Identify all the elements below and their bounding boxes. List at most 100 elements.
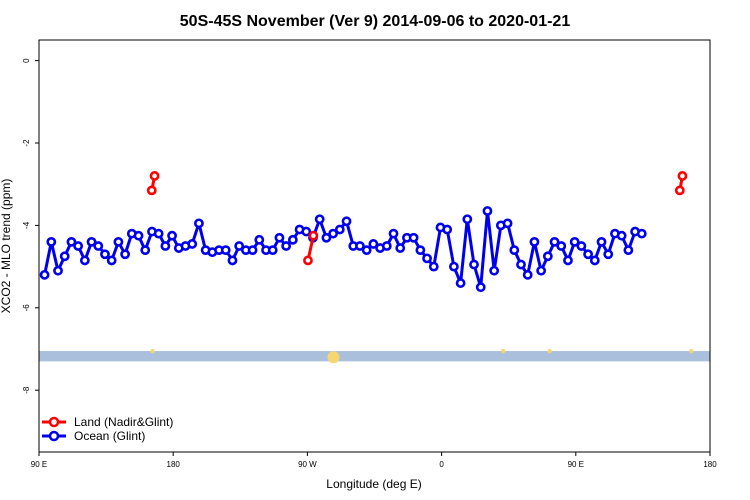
data-point xyxy=(167,230,177,241)
band-marker xyxy=(547,349,552,354)
data-point xyxy=(314,214,325,225)
legend-marker-ocean xyxy=(48,430,60,442)
data-point xyxy=(455,278,466,288)
data-point xyxy=(428,261,439,272)
data-point xyxy=(153,228,164,239)
data-point xyxy=(301,226,312,237)
data-point xyxy=(395,243,406,253)
data-point xyxy=(287,234,298,245)
data-point xyxy=(93,241,104,251)
data-point xyxy=(234,241,245,251)
data-point xyxy=(120,249,131,260)
data-point xyxy=(59,251,70,262)
series-ocean-glint xyxy=(39,206,647,293)
data-point xyxy=(321,232,332,243)
data-point xyxy=(281,241,292,251)
y-axis: 0 -2 -4 -6 -8 xyxy=(22,58,39,394)
data-point xyxy=(368,239,379,249)
data-point xyxy=(140,245,151,256)
legend-marker-land xyxy=(48,416,60,428)
data-point xyxy=(388,228,399,239)
x-tick-label: 180 xyxy=(167,460,181,469)
data-point xyxy=(194,218,204,229)
band-marker xyxy=(500,349,506,354)
y-axis-label: XCO2 - MLO trend (ppm) xyxy=(0,179,13,314)
data-point xyxy=(106,255,117,266)
data-point xyxy=(73,241,84,251)
x-axis-label: Longitude (deg E) xyxy=(326,477,421,491)
x-tick-label: 90 E xyxy=(31,460,47,469)
x-tick-label: 180 xyxy=(703,460,717,469)
legend-label-ocean: Ocean (Glint) xyxy=(74,429,145,443)
series-land-nadir-glint xyxy=(146,171,688,266)
data-point xyxy=(187,239,198,249)
y-tick-label: 0 xyxy=(22,58,31,63)
data-point xyxy=(516,259,526,270)
data-point xyxy=(66,236,77,247)
data-point xyxy=(536,265,547,276)
data-point xyxy=(53,265,63,276)
data-point xyxy=(86,236,97,247)
series-layer xyxy=(39,171,688,293)
data-point xyxy=(569,236,580,247)
data-point xyxy=(334,224,345,235)
band-marker xyxy=(150,349,155,354)
data-point xyxy=(556,241,567,251)
data-point xyxy=(563,255,573,266)
y-tick-label: -2 xyxy=(22,139,31,147)
data-point xyxy=(328,228,339,239)
band xyxy=(39,351,710,362)
legend-entry-ocean: Ocean (Glint) xyxy=(42,429,145,443)
data-point xyxy=(482,206,493,216)
data-point xyxy=(529,236,540,247)
data-point xyxy=(100,249,110,260)
data-point xyxy=(46,236,57,247)
data-point xyxy=(415,245,426,256)
data-point xyxy=(39,269,50,280)
data-point xyxy=(509,245,520,256)
data-point xyxy=(596,236,607,247)
data-point xyxy=(475,282,486,293)
data-point xyxy=(149,171,160,181)
data-point xyxy=(274,232,285,243)
data-point xyxy=(254,234,265,245)
data-point xyxy=(303,255,313,266)
data-point xyxy=(113,236,124,247)
data-point xyxy=(267,245,278,256)
data-point xyxy=(247,245,258,256)
band-marker xyxy=(689,349,694,354)
data-point xyxy=(361,245,372,256)
legend-entry-land: Land (Nadir&Glint) xyxy=(42,415,173,429)
data-point xyxy=(489,265,500,276)
data-point xyxy=(522,269,533,280)
legend-label-land: Land (Nadir&Glint) xyxy=(74,415,173,429)
data-point xyxy=(227,255,238,266)
data-point xyxy=(623,245,634,256)
y-tick-label: -8 xyxy=(22,386,31,394)
data-point xyxy=(220,245,231,256)
data-point xyxy=(502,218,513,229)
plot-frame xyxy=(38,39,711,453)
x-tick-label: 0 xyxy=(439,460,444,469)
y-tick-label: -6 xyxy=(22,304,31,312)
data-point xyxy=(341,216,352,227)
data-point xyxy=(408,232,419,243)
data-point xyxy=(616,230,627,241)
x-tick-label: 90 E xyxy=(568,460,584,469)
data-point xyxy=(549,236,560,247)
data-point xyxy=(636,228,647,239)
data-point xyxy=(469,259,479,270)
data-point xyxy=(603,249,614,260)
band-layer xyxy=(39,351,710,362)
data-point xyxy=(79,255,90,266)
y-tick-label: -4 xyxy=(22,221,31,229)
x-tick-label: 90 W xyxy=(298,460,317,469)
data-point xyxy=(442,224,453,235)
data-point xyxy=(677,171,688,181)
band-marker-layer xyxy=(150,349,694,364)
data-point xyxy=(146,185,157,196)
data-point xyxy=(308,230,319,241)
data-point xyxy=(133,230,144,241)
data-point xyxy=(462,214,473,225)
